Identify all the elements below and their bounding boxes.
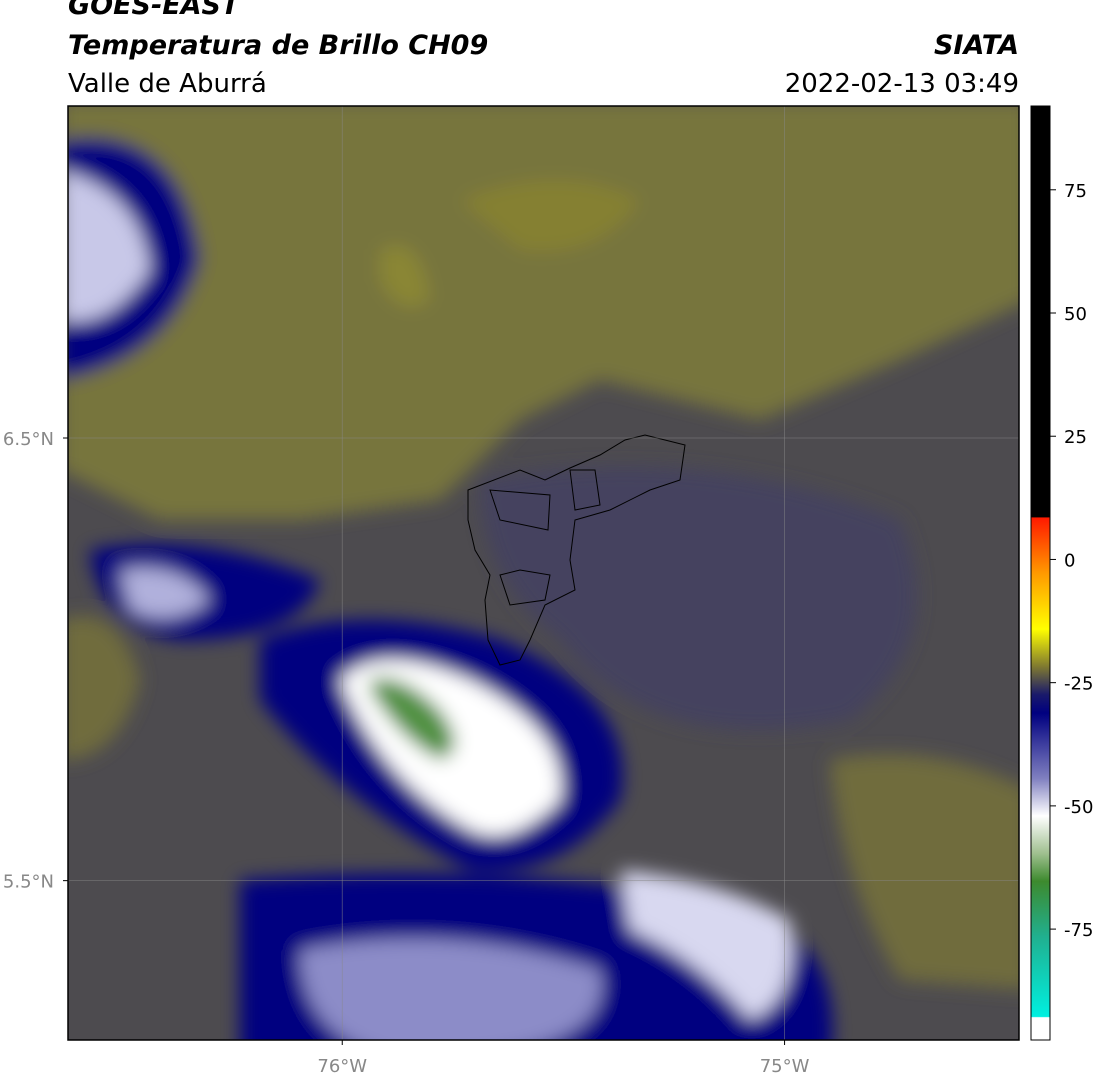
source: SIATA (934, 30, 1019, 61)
subtitle: Temperatura de Brillo CH09 (68, 30, 488, 61)
satellite-image (68, 106, 1019, 1040)
colorbar-tick-label: 50 (1064, 304, 1087, 325)
datetime: 2022-02-13 03:49 (785, 69, 1019, 99)
colorbar-tick-label: 0 (1064, 550, 1075, 571)
y-tick-label: 6.5°N (3, 429, 54, 450)
region: Valle de Aburrá (68, 69, 267, 99)
x-tick-label: 76°W (317, 1056, 367, 1077)
municipal-boundaries (467, 434, 686, 666)
x-tick-label: 75°W (760, 1056, 810, 1077)
colorbar-tick-label: -75 (1064, 920, 1093, 941)
colorbar-tick-label: -25 (1064, 674, 1093, 695)
colorbar-tick-label: 75 (1064, 181, 1087, 202)
colorbar (1030, 105, 1051, 1041)
y-tick-label: 5.5°N (3, 872, 54, 893)
colorbar-tick-label: -50 (1064, 797, 1093, 818)
map-frame (67, 105, 1020, 1041)
title: GOES-EAST (68, 0, 242, 21)
colorbar-tick-label: 25 (1064, 427, 1087, 448)
grid (68, 106, 1019, 1040)
